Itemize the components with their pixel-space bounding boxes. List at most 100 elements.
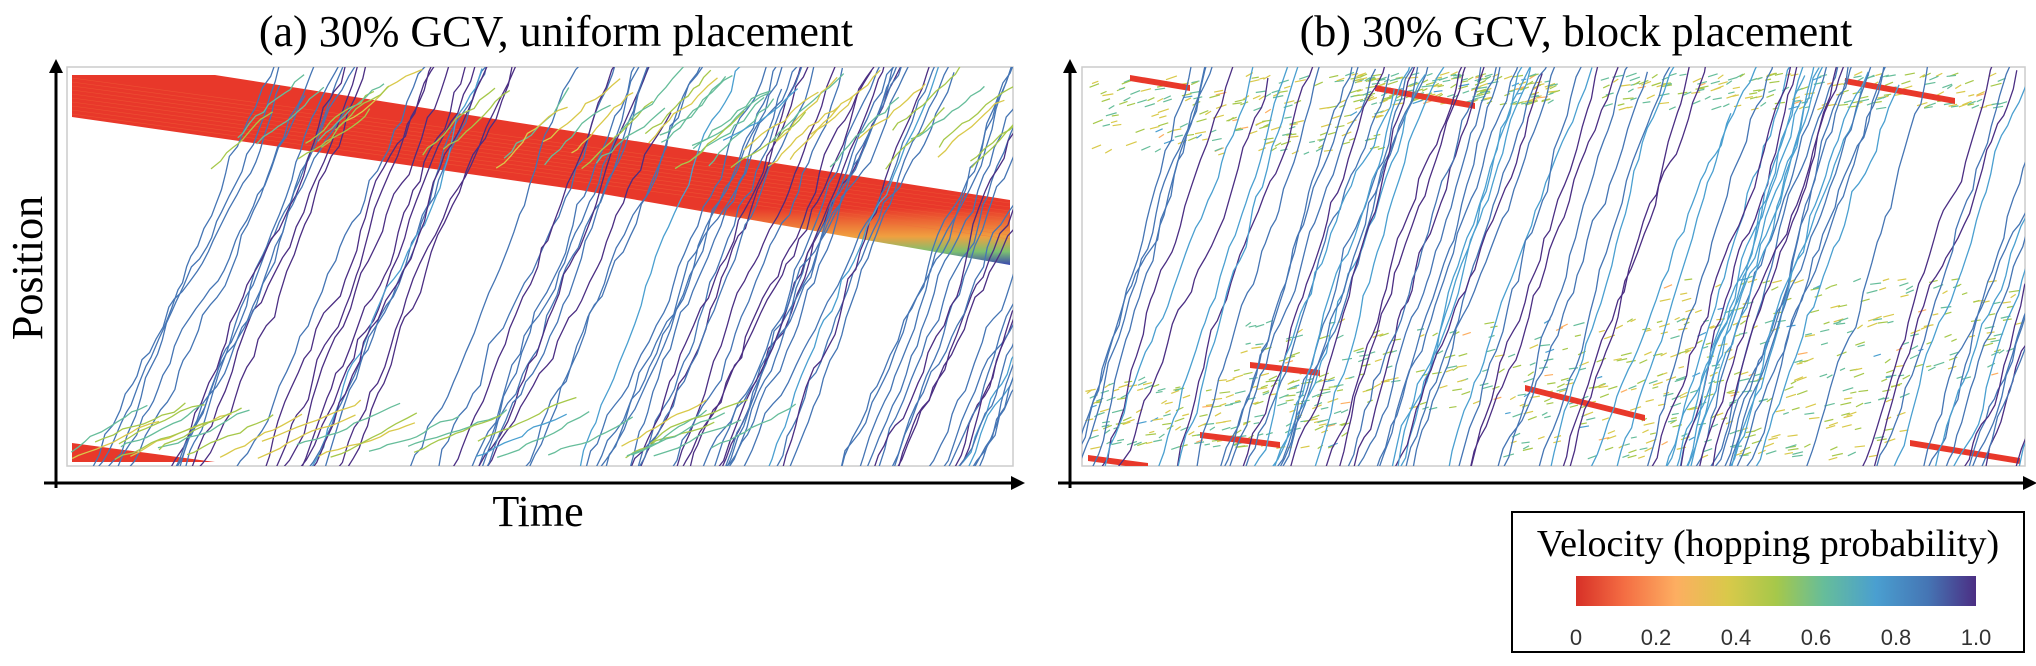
vehicle-trajectory xyxy=(1268,375,1278,381)
vehicle-trajectory xyxy=(1171,389,1180,394)
vehicle-trajectory xyxy=(1300,445,1310,449)
vehicle-trajectory xyxy=(958,309,1013,466)
vehicle-trajectory xyxy=(1904,72,1915,76)
vehicle-trajectory xyxy=(1199,414,1208,418)
vehicle-trajectory xyxy=(1497,71,1649,466)
vehicle-trajectory xyxy=(1668,72,1677,77)
vehicle-trajectory xyxy=(1932,313,1939,316)
vehicle-trajectory xyxy=(1674,377,1686,383)
vehicle-trajectory xyxy=(692,90,772,150)
vehicle-trajectory xyxy=(711,403,797,449)
vehicle-trajectory xyxy=(1438,76,1448,81)
vehicle-trajectory xyxy=(743,67,936,466)
vehicle-trajectory xyxy=(1158,67,1289,466)
vehicle-trajectory xyxy=(1298,74,1311,80)
vehicle-trajectory xyxy=(579,67,741,466)
vehicle-trajectory xyxy=(1875,315,1882,319)
vehicle-trajectory xyxy=(1855,402,1864,408)
jam-band-streak xyxy=(71,89,1011,216)
vehicle-trajectory xyxy=(120,404,202,448)
vehicle-trajectory xyxy=(1830,283,1838,287)
vehicle-trajectory xyxy=(1825,425,1836,429)
vehicle-trajectory xyxy=(829,96,900,168)
vehicle-trajectory xyxy=(1883,93,1892,96)
vehicle-trajectory xyxy=(1243,371,1253,376)
vehicle-trajectory xyxy=(1688,436,1695,441)
vehicle-trajectory xyxy=(1286,387,1297,391)
vehicle-trajectory xyxy=(1946,84,1953,90)
vehicle-trajectory xyxy=(1968,312,2025,466)
vehicle-trajectory xyxy=(1808,416,1820,420)
vehicle-trajectory xyxy=(1133,441,1142,446)
vehicle-trajectory xyxy=(1277,90,1288,94)
vehicle-trajectory xyxy=(1126,418,1135,423)
vehicle-trajectory xyxy=(1830,446,1838,451)
vehicle-trajectory xyxy=(1151,113,1160,118)
legend-tick-label: 0.8 xyxy=(1881,625,1912,650)
vehicle-trajectory xyxy=(1717,307,1723,311)
vehicle-trajectory xyxy=(1101,67,1234,466)
vehicle-trajectory xyxy=(1197,422,1208,428)
vehicle-trajectory xyxy=(1458,353,1468,357)
vehicle-trajectory xyxy=(1853,75,1862,79)
vehicle-trajectory xyxy=(1838,317,1849,322)
vehicle-trajectory xyxy=(1394,73,1543,466)
vehicle-trajectory xyxy=(1694,309,1702,314)
vehicle-trajectory xyxy=(407,409,508,447)
vehicle-trajectory xyxy=(1942,83,1953,89)
vehicle-trajectory xyxy=(625,421,715,459)
vehicle-trajectory xyxy=(1319,334,1331,340)
vehicle-trajectory xyxy=(1846,411,1857,417)
vehicle-trajectory xyxy=(1380,108,1389,114)
vehicle-trajectory xyxy=(158,407,242,451)
vehicle-trajectory xyxy=(1976,91,1985,96)
vehicle-trajectory xyxy=(1883,313,1895,318)
vehicle-trajectory xyxy=(1569,404,1579,408)
vehicle-trajectory xyxy=(1877,321,1888,324)
vehicle-trajectory xyxy=(1935,72,1943,77)
vehicle-trajectory xyxy=(1181,93,1192,97)
vehicle-trajectory xyxy=(1843,397,1853,400)
vehicle-trajectory xyxy=(1155,390,1163,394)
vehicle-trajectory xyxy=(1810,287,1821,291)
vehicle-trajectory xyxy=(1885,74,1896,78)
vehicle-trajectory xyxy=(1479,382,1489,387)
vehicle-trajectory xyxy=(1625,72,1637,78)
vehicle-trajectory xyxy=(1901,80,1911,85)
vehicle-trajectory xyxy=(1702,345,1709,349)
vehicle-trajectory xyxy=(1253,89,1395,466)
vehicle-trajectory xyxy=(1846,330,1853,334)
vehicle-trajectory xyxy=(1334,79,1345,83)
vehicle-trajectory xyxy=(1162,422,1172,426)
vehicle-trajectory xyxy=(1163,139,1175,145)
vehicle-trajectory xyxy=(1437,84,1445,88)
vehicle-trajectory xyxy=(1916,102,1928,107)
vehicle-trajectory xyxy=(1371,114,1383,118)
vehicle-trajectory xyxy=(1753,427,1762,432)
vehicle-trajectory xyxy=(1188,136,1198,142)
vehicle-trajectory xyxy=(1543,358,1554,362)
vehicle-trajectory xyxy=(1728,67,1872,466)
vehicle-trajectory xyxy=(1248,324,1257,328)
vehicle-trajectory xyxy=(1233,369,1240,372)
vehicle-trajectory xyxy=(1117,77,1269,466)
vehicle-trajectory xyxy=(276,67,435,466)
vehicle-trajectory xyxy=(1676,75,1806,466)
vehicle-trajectory xyxy=(585,67,767,466)
vehicle-trajectory xyxy=(1264,108,1272,114)
vehicle-trajectory xyxy=(2029,39,2036,468)
vehicle-trajectory xyxy=(1310,418,1318,421)
vehicle-trajectory xyxy=(1679,395,1688,399)
vehicle-trajectory xyxy=(1514,101,1524,105)
vehicle-trajectory xyxy=(1154,87,1166,91)
vehicle-trajectory xyxy=(1410,72,1420,76)
vehicle-trajectory xyxy=(1524,98,1535,103)
vehicle-trajectory xyxy=(1820,329,1830,333)
vehicle-trajectory xyxy=(1679,67,1820,466)
vehicle-trajectory xyxy=(1202,405,1214,408)
vehicle-trajectory xyxy=(1628,449,1637,454)
vehicle-trajectory xyxy=(442,89,511,150)
vehicle-trajectory xyxy=(1509,396,1516,401)
vehicle-trajectory xyxy=(1288,384,1298,390)
vehicle-trajectory xyxy=(1277,402,1288,407)
